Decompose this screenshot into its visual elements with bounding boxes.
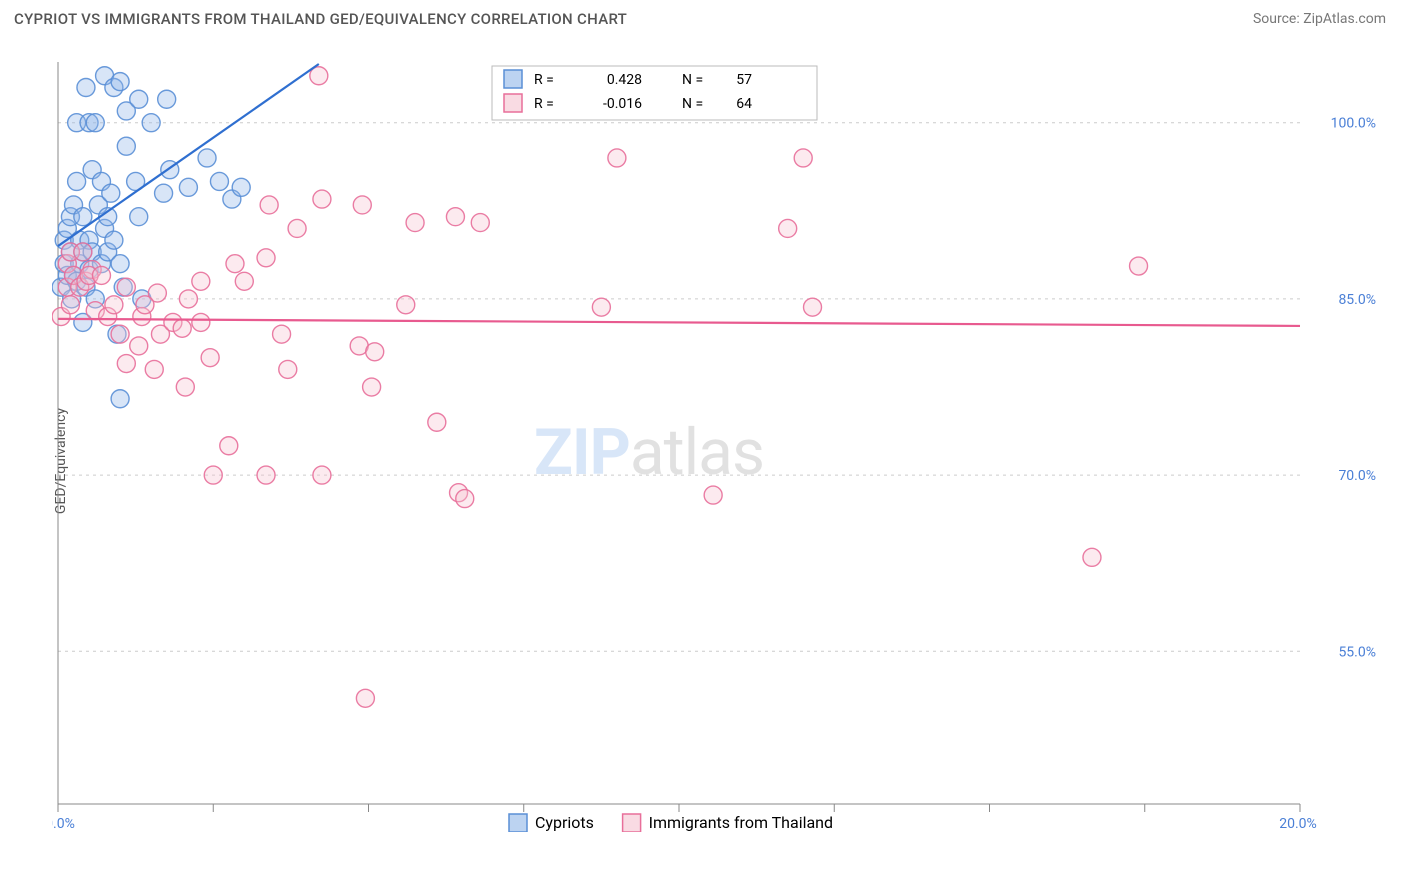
legend-r-label: R = xyxy=(534,96,554,112)
data-point xyxy=(779,219,797,237)
data-point xyxy=(232,178,250,196)
y-tick-label: 70.0% xyxy=(1338,468,1376,484)
scatter-plot: 55.0% 70.0% 85.0% 100.0% 0.0% 20.0% ZIPatlas R … xyxy=(52,44,1380,832)
legend-swatch xyxy=(504,70,522,88)
data-point xyxy=(313,466,331,484)
data-point xyxy=(142,114,160,132)
data-point xyxy=(179,178,197,196)
data-point xyxy=(220,437,238,455)
data-point xyxy=(105,231,123,249)
data-point xyxy=(102,184,120,202)
data-point xyxy=(313,190,331,208)
data-point xyxy=(608,149,626,167)
data-point xyxy=(794,149,812,167)
data-point xyxy=(210,172,228,190)
legend-series-label: Cypriots xyxy=(535,813,594,832)
data-point xyxy=(804,298,822,316)
data-point xyxy=(117,278,135,296)
data-point xyxy=(61,296,79,314)
data-point xyxy=(226,255,244,273)
trend-line xyxy=(58,64,319,246)
data-point xyxy=(198,149,216,167)
data-point xyxy=(204,466,222,484)
data-point xyxy=(397,296,415,314)
data-point xyxy=(117,137,135,155)
y-tick-label: 85.0% xyxy=(1338,292,1376,308)
data-point xyxy=(1083,548,1101,566)
x-tick-label: 20.0% xyxy=(1279,816,1317,832)
data-point xyxy=(279,360,297,378)
data-point xyxy=(105,296,123,314)
data-point xyxy=(155,184,173,202)
data-point xyxy=(353,196,371,214)
legend-n-value: 57 xyxy=(736,72,752,88)
data-point xyxy=(288,219,306,237)
data-point xyxy=(68,172,86,190)
source-value: ZipAtlas.com xyxy=(1303,11,1386,27)
source-attribution: Source: ZipAtlas.com xyxy=(1253,11,1386,27)
data-point xyxy=(260,196,278,214)
legend-swatch xyxy=(509,814,527,832)
data-point xyxy=(77,78,95,96)
chart-title: CYPRIOT VS IMMIGRANTS FROM THAILAND GED/… xyxy=(14,10,627,28)
x-tick-label: 0.0% xyxy=(52,816,75,832)
data-point xyxy=(201,349,219,367)
data-point xyxy=(111,73,129,91)
data-point xyxy=(74,243,92,261)
data-point xyxy=(136,296,154,314)
data-point xyxy=(366,343,384,361)
data-point xyxy=(111,390,129,408)
data-point xyxy=(446,208,464,226)
legend-swatch xyxy=(504,94,522,112)
data-point xyxy=(158,90,176,108)
trend-line xyxy=(58,319,1300,326)
data-point xyxy=(456,490,474,508)
data-point xyxy=(257,249,275,267)
data-point xyxy=(428,413,446,431)
data-point xyxy=(257,466,275,484)
data-point xyxy=(145,360,163,378)
data-point xyxy=(130,208,148,226)
y-tick-label: 55.0% xyxy=(1338,644,1376,660)
legend-n-label: N = xyxy=(682,96,703,112)
data-point xyxy=(117,355,135,373)
data-point xyxy=(235,272,253,290)
data-point xyxy=(92,266,110,284)
y-tick-label: 100.0% xyxy=(1331,116,1376,132)
data-point xyxy=(111,255,129,273)
data-point xyxy=(471,214,489,232)
legend-series-label: Immigrants from Thailand xyxy=(649,813,833,832)
data-point xyxy=(192,272,210,290)
data-point xyxy=(86,114,104,132)
chart-container: GED/Equivalency 55.0%70.0%85.0%100.0%0.0… xyxy=(14,44,1392,878)
data-point xyxy=(356,689,374,707)
legend-r-label: R = xyxy=(534,72,554,88)
data-point xyxy=(592,298,610,316)
watermark: ZIPatlas xyxy=(534,415,764,490)
data-point xyxy=(176,378,194,396)
data-point xyxy=(111,325,129,343)
legend-swatch xyxy=(623,814,641,832)
data-point xyxy=(130,337,148,355)
legend-n-label: N = xyxy=(682,72,703,88)
data-point xyxy=(363,378,381,396)
data-point xyxy=(1130,257,1148,275)
data-point xyxy=(130,90,148,108)
data-point xyxy=(173,319,191,337)
data-point xyxy=(273,325,291,343)
legend-r-value: -0.016 xyxy=(603,96,642,112)
source-label: Source: xyxy=(1253,11,1300,27)
chart-header: CYPRIOT VS IMMIGRANTS FROM THAILAND GED/… xyxy=(0,0,1406,34)
data-point xyxy=(704,486,722,504)
data-point xyxy=(406,214,424,232)
legend-n-value: 64 xyxy=(736,96,752,112)
legend-r-value: 0.428 xyxy=(607,72,642,88)
data-point xyxy=(179,290,197,308)
data-point xyxy=(192,313,210,331)
